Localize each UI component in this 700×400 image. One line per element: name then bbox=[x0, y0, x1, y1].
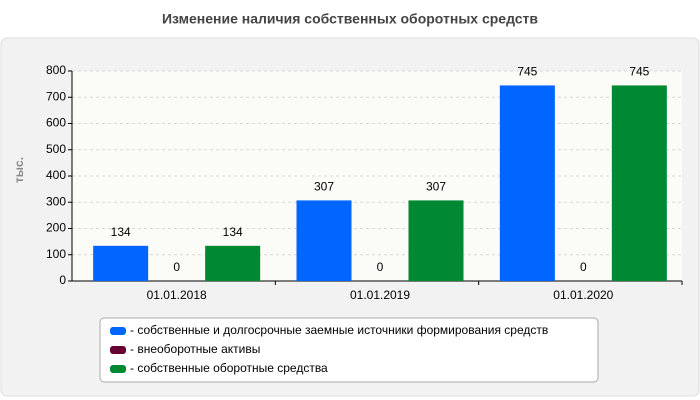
y-tick-label: 700 bbox=[46, 89, 66, 103]
x-tick-label: 01.01.2019 bbox=[350, 288, 410, 302]
bar bbox=[499, 85, 555, 281]
legend-swatch bbox=[110, 365, 126, 373]
legend bbox=[99, 317, 599, 383]
bar bbox=[611, 85, 667, 281]
legend-label: - внеоборотные активы bbox=[130, 342, 260, 356]
legend-label: - собственные оборотные средства bbox=[130, 361, 328, 375]
bar bbox=[93, 245, 149, 281]
y-tick-label: 200 bbox=[46, 221, 66, 235]
legend-label: - собственные и долгосрочные заемные ист… bbox=[130, 323, 548, 337]
chart-title: Изменение наличия собственных оборотных … bbox=[162, 11, 538, 27]
value-label: 745 bbox=[629, 65, 649, 79]
bar bbox=[408, 200, 464, 281]
y-axis-label: тыс. bbox=[12, 157, 26, 183]
legend-swatch bbox=[110, 327, 126, 335]
y-tick-label: 100 bbox=[46, 247, 66, 261]
value-label: 134 bbox=[223, 225, 243, 239]
bar bbox=[296, 200, 352, 281]
value-label: 307 bbox=[314, 180, 334, 194]
x-tick-label: 01.01.2020 bbox=[553, 288, 613, 302]
y-tick-label: 400 bbox=[46, 168, 66, 182]
y-tick-label: 800 bbox=[46, 63, 66, 77]
value-label: 0 bbox=[173, 260, 180, 274]
y-tick-label: 0 bbox=[59, 273, 66, 287]
bar bbox=[205, 245, 261, 281]
y-tick-label: 300 bbox=[46, 194, 66, 208]
value-label: 0 bbox=[580, 260, 587, 274]
legend-swatch bbox=[110, 346, 126, 354]
value-label: 134 bbox=[111, 225, 131, 239]
y-tick-label: 500 bbox=[46, 142, 66, 156]
value-label: 0 bbox=[377, 260, 384, 274]
x-tick-label: 01.01.2018 bbox=[147, 288, 207, 302]
y-tick-label: 600 bbox=[46, 116, 66, 130]
plot-area bbox=[72, 71, 682, 281]
value-label: 307 bbox=[426, 180, 446, 194]
value-label: 745 bbox=[517, 65, 537, 79]
